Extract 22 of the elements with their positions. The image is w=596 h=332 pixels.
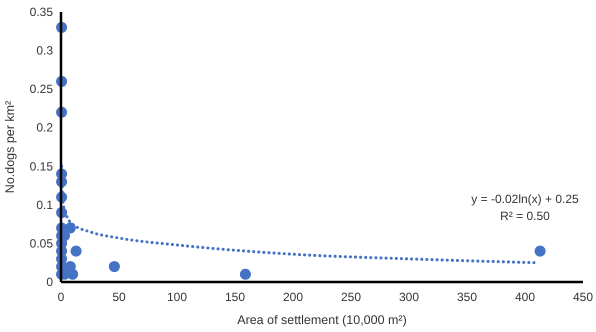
x-tick-label: 50: [112, 290, 126, 304]
y-tick-label: 0.35: [30, 5, 54, 19]
x-tick-label: 400: [514, 290, 536, 304]
x-tick-label: 0: [58, 290, 65, 304]
y-tick-label: 0.15: [30, 159, 54, 174]
y-axis-title: No.dogs per km²: [3, 100, 17, 194]
annotation: y = -0.02ln(x) + 0.25: [471, 192, 580, 206]
y-tick-label: 0.3: [36, 44, 54, 58]
y-tick-label: 0.2: [36, 120, 54, 135]
y-tick-label: 0.25: [30, 82, 54, 96]
x-tick-label: 300: [398, 290, 420, 304]
y-tick-label: 0.05: [30, 236, 54, 250]
x-tick-label: 100: [166, 290, 188, 304]
x-tick-label: 150: [224, 290, 246, 304]
x-tick-label: 450: [572, 290, 594, 304]
y-tick-label: 0: [46, 275, 54, 289]
y-tick-label: 0.1: [36, 198, 54, 212]
x-tick-label: 200: [282, 290, 304, 304]
x-axis-title: Area of settlement (10,000 m²): [237, 313, 407, 327]
x-tick-label: 350: [456, 290, 478, 304]
x-tick-label: 250: [340, 290, 362, 304]
annotation: R² = 0.50: [500, 209, 550, 223]
